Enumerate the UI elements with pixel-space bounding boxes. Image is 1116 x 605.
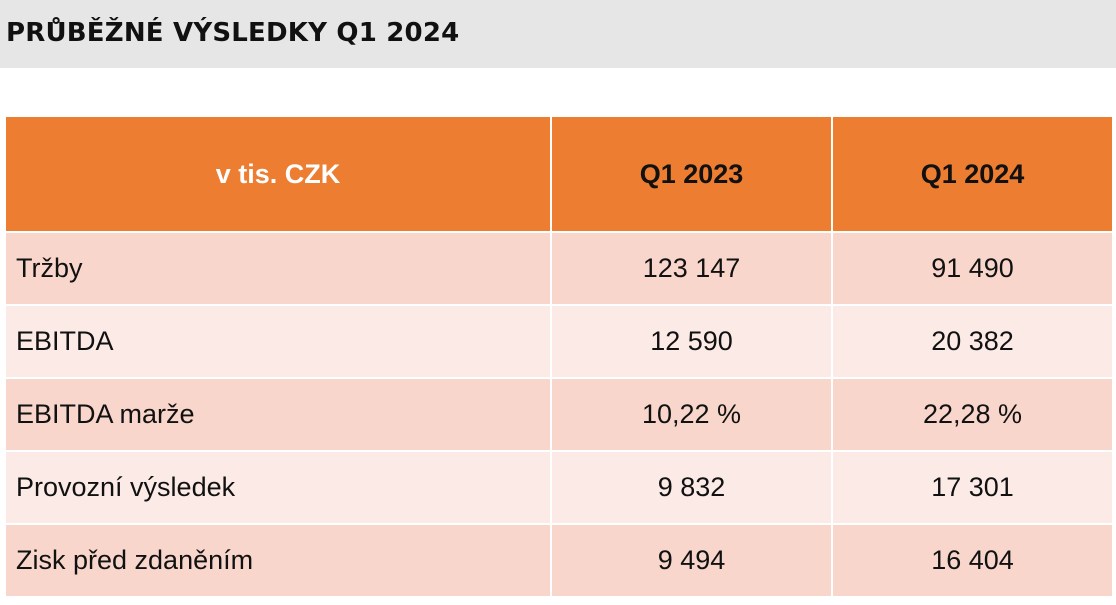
table-row: EBITDA 12 590 20 382: [4, 304, 1114, 379]
cell-q1-2023: 9 494: [550, 523, 833, 598]
row-label: Provozní výsledek: [4, 450, 552, 525]
column-header-q1-2024: Q1 2024: [831, 115, 1114, 233]
column-header-q1-2023: Q1 2023: [550, 115, 833, 233]
cell-q1-2023: 9 832: [550, 450, 833, 525]
row-label: EBITDA marže: [4, 377, 552, 452]
cell-q1-2023: 123 147: [550, 231, 833, 306]
row-label: Tržby: [4, 231, 552, 306]
cell-q1-2023: 10,22 %: [550, 377, 833, 452]
table-row: Tržby 123 147 91 490: [4, 231, 1114, 306]
cell-q1-2023: 12 590: [550, 304, 833, 379]
cell-q1-2024: 20 382: [831, 304, 1114, 379]
row-label: Zisk před zdaněním: [4, 523, 552, 598]
row-label: EBITDA: [4, 304, 552, 379]
page-title: PRŮBĚŽNÉ VÝSLEDKY Q1 2024: [6, 18, 460, 48]
results-table: v tis. CZK Q1 2023 Q1 2024 Tržby 123 147…: [4, 115, 1114, 598]
cell-q1-2024: 22,28 %: [831, 377, 1114, 452]
cell-q1-2024: 91 490: [831, 231, 1114, 306]
cell-q1-2024: 17 301: [831, 450, 1114, 525]
table-row: Provozní výsledek 9 832 17 301: [4, 450, 1114, 525]
column-header-unit: v tis. CZK: [4, 115, 552, 233]
table-row: Zisk před zdaněním 9 494 16 404: [4, 523, 1114, 598]
cell-q1-2024: 16 404: [831, 523, 1114, 598]
table-row: EBITDA marže 10,22 % 22,28 %: [4, 377, 1114, 452]
title-bar: PRŮBĚŽNÉ VÝSLEDKY Q1 2024: [0, 0, 1116, 68]
table-header-row: v tis. CZK Q1 2023 Q1 2024: [4, 115, 1114, 233]
